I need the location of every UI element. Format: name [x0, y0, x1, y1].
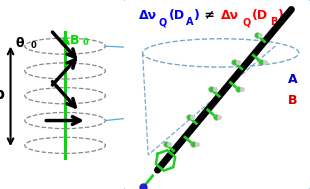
- Text: (D: (D: [252, 9, 268, 22]
- Text: (D: (D: [169, 9, 185, 22]
- Text: Δν: Δν: [139, 9, 157, 22]
- Text: ): ): [277, 9, 283, 22]
- Text: B: B: [70, 34, 80, 47]
- Text: A: A: [288, 73, 297, 86]
- Text: ): ): [194, 9, 200, 22]
- Text: ≠: ≠: [200, 9, 219, 22]
- Text: Q: Q: [158, 17, 167, 27]
- Text: 0: 0: [31, 41, 37, 50]
- FancyBboxPatch shape: [122, 0, 310, 189]
- Text: Δν: Δν: [221, 9, 239, 22]
- Text: p: p: [0, 87, 5, 102]
- Text: A: A: [186, 17, 194, 27]
- Text: θ: θ: [16, 37, 24, 50]
- Text: B: B: [270, 17, 277, 27]
- Text: B: B: [288, 94, 297, 107]
- Text: 0: 0: [82, 38, 88, 47]
- Text: Q: Q: [242, 17, 250, 27]
